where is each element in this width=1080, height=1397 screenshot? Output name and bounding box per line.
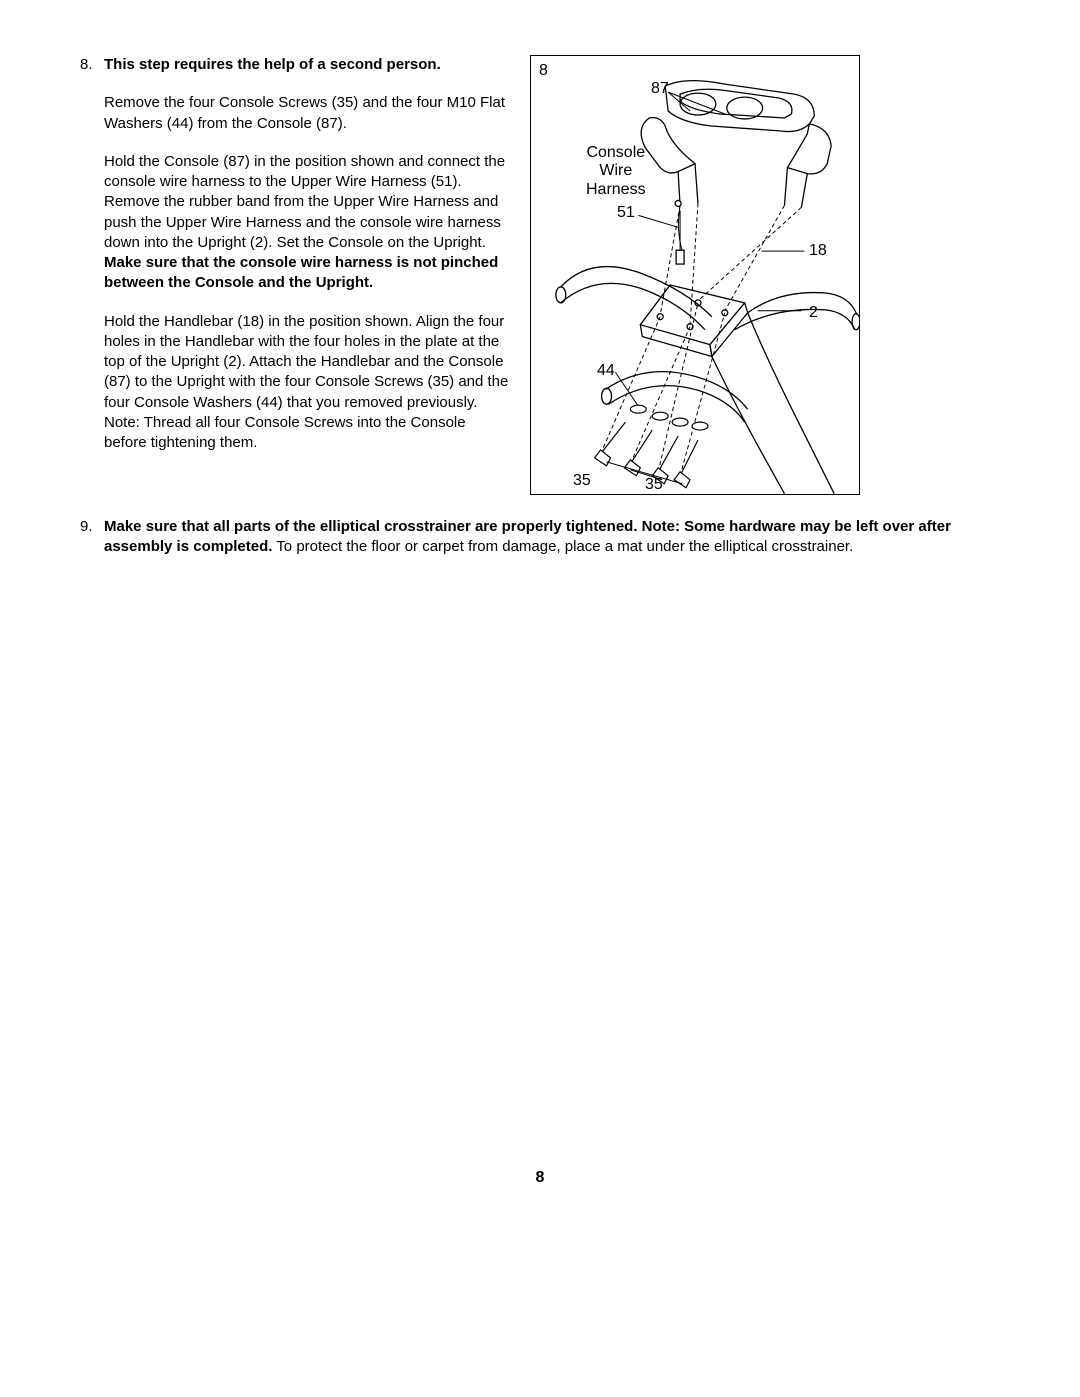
step9-number: 9. (80, 517, 104, 558)
step8-para2: Hold the Console (87) in the position sh… (104, 152, 510, 294)
label-18: 18 (809, 242, 827, 260)
step9: 9. Make sure that all parts of the ellip… (80, 517, 1000, 558)
label-87: 87 (651, 80, 669, 98)
label-44: 44 (597, 362, 615, 380)
label-51: 51 (617, 204, 635, 222)
step8-text: 8.This step requires the help of a secon… (80, 55, 510, 471)
label-2: 2 (809, 304, 818, 322)
step8-para3: Hold the Handlebar (18) in the position … (104, 312, 510, 454)
label-console-wire: ConsoleWireHarness (586, 144, 646, 199)
diagram-svg (531, 56, 859, 494)
diagram-corner-num: 8 (539, 62, 548, 80)
page-number: 8 (0, 1169, 1080, 1187)
step8-title: This step requires the help of a second … (104, 56, 441, 73)
label-35a: 35 (573, 472, 591, 490)
step9-rest: To protect the floor or carpet from dama… (272, 538, 853, 555)
label-35b: 35 (645, 476, 663, 494)
assembly-diagram: 8 87 ConsoleWireHarness 51 18 2 44 35 35 (530, 55, 860, 495)
step8-para1: Remove the four Console Screws (35) and … (104, 93, 510, 134)
step8-number: 8. (80, 55, 104, 75)
